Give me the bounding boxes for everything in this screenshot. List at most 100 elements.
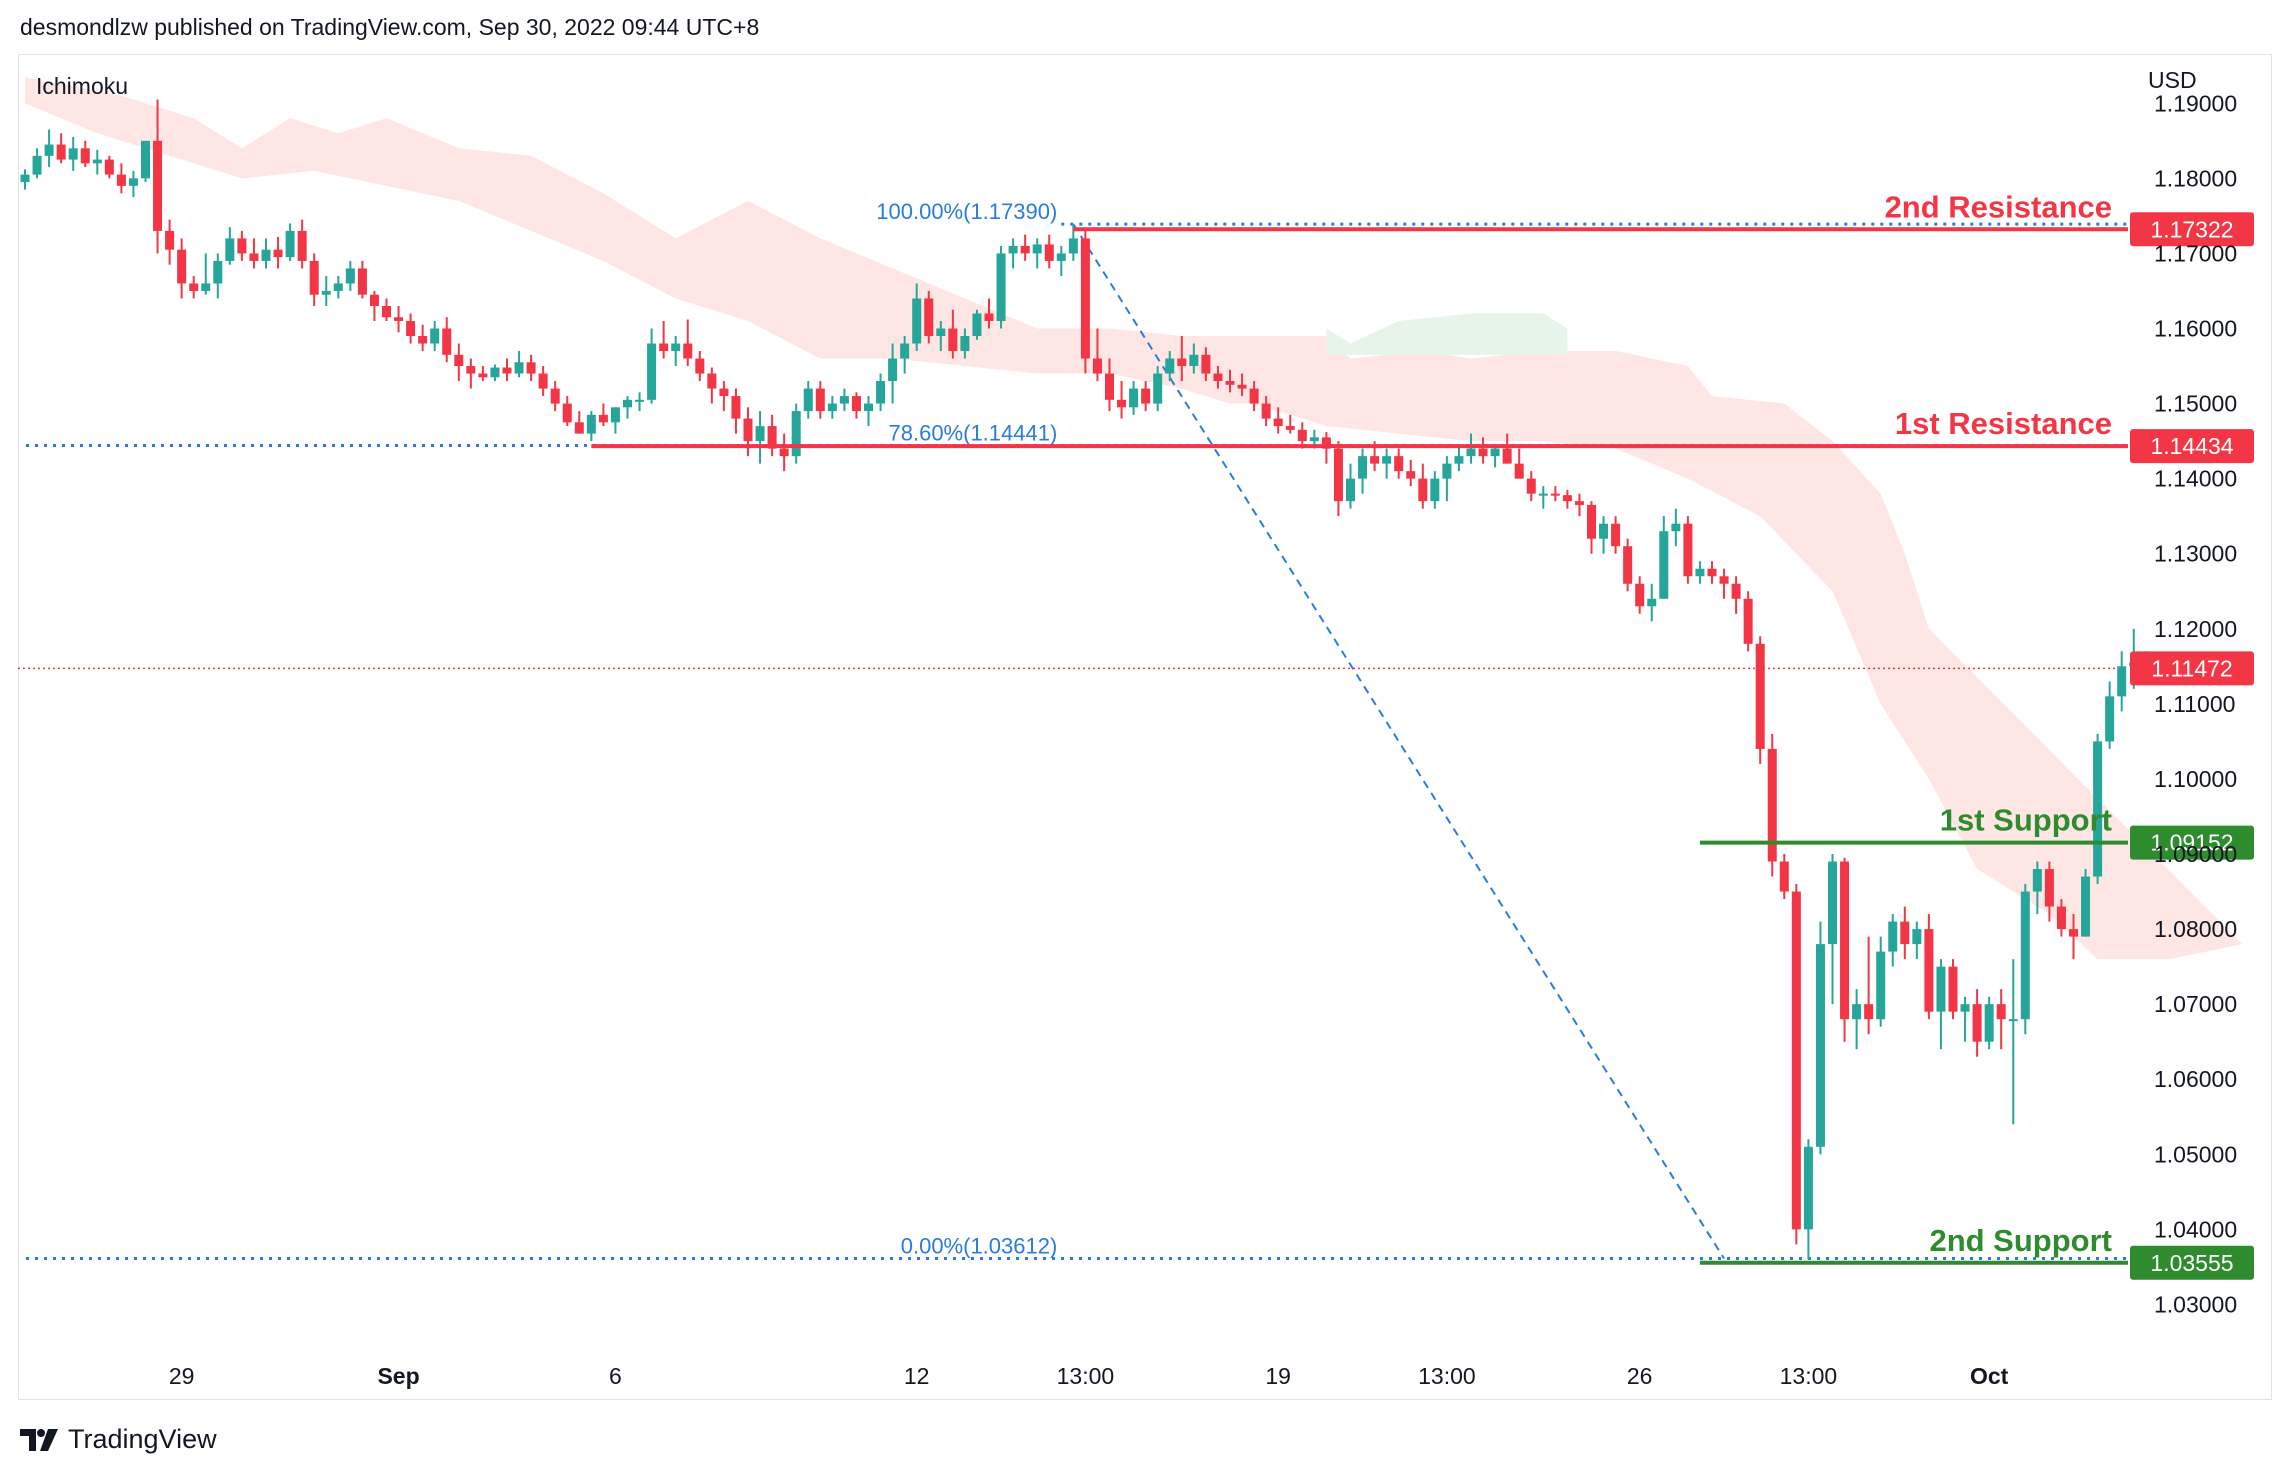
candle	[1996, 989, 2006, 1050]
bullish-cloud	[1326, 313, 1568, 355]
candle-body	[912, 298, 922, 344]
candle	[1454, 444, 1464, 472]
price-tick-label: 1.05000	[2154, 1141, 2237, 1167]
candle	[1032, 238, 1042, 269]
chart-frame[interactable]	[18, 54, 2272, 1400]
candle-body	[394, 317, 404, 321]
candle	[1430, 471, 1440, 509]
last-price-text: 1.11472	[2151, 655, 2232, 681]
candle-body	[1671, 523, 1681, 532]
candle	[743, 407, 753, 457]
candle	[1478, 437, 1488, 464]
candle-body	[1418, 478, 1428, 502]
candle-body	[1550, 493, 1560, 496]
candle-body	[1466, 448, 1476, 457]
candle	[1225, 369, 1235, 393]
candle-body	[1189, 354, 1199, 367]
footer[interactable]: TradingView	[20, 1424, 217, 1455]
candle-body	[1358, 456, 1368, 479]
candle	[213, 253, 223, 299]
candle-body	[1165, 358, 1175, 374]
candle-body	[2008, 1019, 2018, 1022]
candle-body	[116, 174, 126, 186]
candle-body	[1430, 478, 1440, 502]
candle	[442, 317, 452, 363]
candle	[1189, 343, 1199, 374]
candle-body	[454, 354, 464, 367]
candle	[1791, 884, 1801, 1245]
candle-body	[369, 294, 379, 306]
candle	[779, 433, 789, 472]
candle	[912, 283, 922, 352]
candle	[1466, 433, 1476, 464]
candle	[707, 367, 717, 404]
candle-body	[80, 148, 90, 164]
candle-body	[1105, 373, 1114, 400]
candle-body	[707, 373, 717, 389]
candle	[1840, 857, 1850, 1042]
candle-body	[1755, 643, 1765, 749]
candle-body	[1912, 929, 1922, 945]
price-tick-label: 1.19000	[2154, 90, 2237, 116]
candle-body	[1297, 429, 1307, 442]
candle-body	[321, 290, 331, 295]
candle-body	[827, 403, 837, 412]
candle-body	[1020, 245, 1030, 254]
candle	[225, 227, 235, 265]
candle	[2081, 869, 2091, 937]
candle-body	[1394, 456, 1404, 472]
candle-body	[598, 414, 608, 423]
candle-body	[767, 426, 777, 449]
candle	[948, 309, 958, 359]
fib-label-2: 0.00%(1.03612)	[901, 1234, 1058, 1259]
candle-body	[141, 140, 150, 179]
candle	[1888, 914, 1898, 967]
candle-body	[839, 396, 849, 404]
candle-body	[1514, 463, 1524, 479]
tradingview-brand: TradingView	[68, 1424, 217, 1454]
candle	[32, 148, 42, 179]
candle	[1418, 463, 1428, 509]
candle	[1599, 516, 1609, 554]
price-tick-label: 1.04000	[2154, 1216, 2237, 1242]
candle	[839, 388, 849, 412]
candle	[876, 373, 886, 412]
candle-body	[815, 388, 825, 412]
candle-body	[900, 343, 910, 359]
candle-body	[1767, 748, 1777, 862]
candle-body	[297, 230, 307, 261]
candle	[1442, 456, 1452, 502]
candle-body	[249, 253, 259, 261]
candle-body	[2117, 666, 2127, 697]
candle-body	[1840, 861, 1850, 1020]
candle	[984, 298, 994, 329]
candle-body	[972, 313, 982, 337]
candle-body	[514, 362, 524, 374]
last-price-tag	[2130, 651, 2254, 686]
candle	[1960, 996, 1970, 1042]
candle-body	[213, 260, 223, 284]
candle	[1526, 471, 1536, 502]
candle	[394, 305, 404, 333]
candle-body	[1478, 448, 1488, 457]
fib-label-0: 100.00%(1.17390)	[876, 199, 1057, 224]
candle-body	[1249, 388, 1259, 404]
currency-label: USD	[2148, 67, 2197, 93]
candle	[671, 336, 681, 367]
price-tick-label: 1.03000	[2154, 1291, 2237, 1317]
price-tick-label: 1.12000	[2154, 616, 2237, 642]
price-tick-label: 1.15000	[2154, 391, 2237, 417]
candle-body	[502, 367, 512, 374]
candle-body	[1719, 576, 1729, 584]
candle	[803, 381, 813, 419]
candle-body	[273, 249, 283, 258]
candle	[586, 411, 596, 442]
candle	[1611, 516, 1621, 554]
candle-body	[1960, 1004, 1970, 1012]
candle-body	[20, 174, 30, 183]
candle-body	[574, 422, 584, 434]
candle	[1406, 459, 1416, 487]
candle-body	[2020, 891, 2030, 1020]
candle	[237, 230, 247, 261]
